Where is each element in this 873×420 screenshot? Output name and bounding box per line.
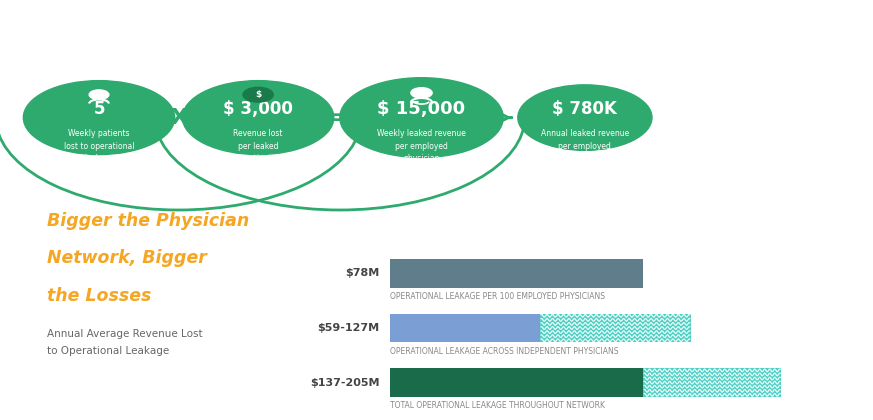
Circle shape xyxy=(243,87,273,102)
Text: Bigger the Physician: Bigger the Physician xyxy=(47,212,250,229)
Text: =: = xyxy=(331,108,349,128)
Bar xyxy=(643,368,781,397)
Circle shape xyxy=(24,81,175,155)
Text: X: X xyxy=(170,108,188,128)
Circle shape xyxy=(182,81,333,155)
Text: $137-205M: $137-205M xyxy=(310,378,380,388)
Text: OPERATIONAL LEAKAGE PER 100 EMPLOYED PHYSICIANS: OPERATIONAL LEAKAGE PER 100 EMPLOYED PHY… xyxy=(389,292,605,301)
Text: $ 15,000: $ 15,000 xyxy=(377,100,465,118)
Text: Network, Bigger: Network, Bigger xyxy=(47,249,207,267)
Text: $ 3,000: $ 3,000 xyxy=(223,100,293,118)
Circle shape xyxy=(518,85,652,150)
Text: $: $ xyxy=(255,90,261,99)
Bar xyxy=(540,314,691,342)
Circle shape xyxy=(89,90,109,100)
Text: Weekly patients
lost to operational
leakage: Weekly patients lost to operational leak… xyxy=(64,129,134,163)
Text: TOTAL OPERATIONAL LEAKAGE THROUGHOUT NETWORK: TOTAL OPERATIONAL LEAKAGE THROUGHOUT NET… xyxy=(389,401,605,410)
Text: 5: 5 xyxy=(93,100,105,118)
Bar xyxy=(389,368,643,397)
Text: Annual Average Revenue Lost
to Operational Leakage: Annual Average Revenue Lost to Operation… xyxy=(47,329,203,355)
Text: $ 780K: $ 780K xyxy=(553,100,617,118)
Text: Weekly leaked revenue
per employed
physician: Weekly leaked revenue per employed physi… xyxy=(377,129,466,163)
Text: the Losses: the Losses xyxy=(47,287,152,305)
Bar xyxy=(389,259,643,288)
Text: Revenue lost
per leaked
patient: Revenue lost per leaked patient xyxy=(233,129,283,163)
Text: Annual leaked revenue
per employed
physician: Annual leaked revenue per employed physi… xyxy=(540,129,629,163)
Text: OPERATIONAL LEAKAGE ACROSS INDEPENDENT PHYSICIANS: OPERATIONAL LEAKAGE ACROSS INDEPENDENT P… xyxy=(389,346,618,355)
Text: $59-127M: $59-127M xyxy=(317,323,380,333)
Circle shape xyxy=(340,78,503,158)
Circle shape xyxy=(411,88,432,98)
Text: $78M: $78M xyxy=(345,268,380,278)
Bar xyxy=(389,314,540,342)
